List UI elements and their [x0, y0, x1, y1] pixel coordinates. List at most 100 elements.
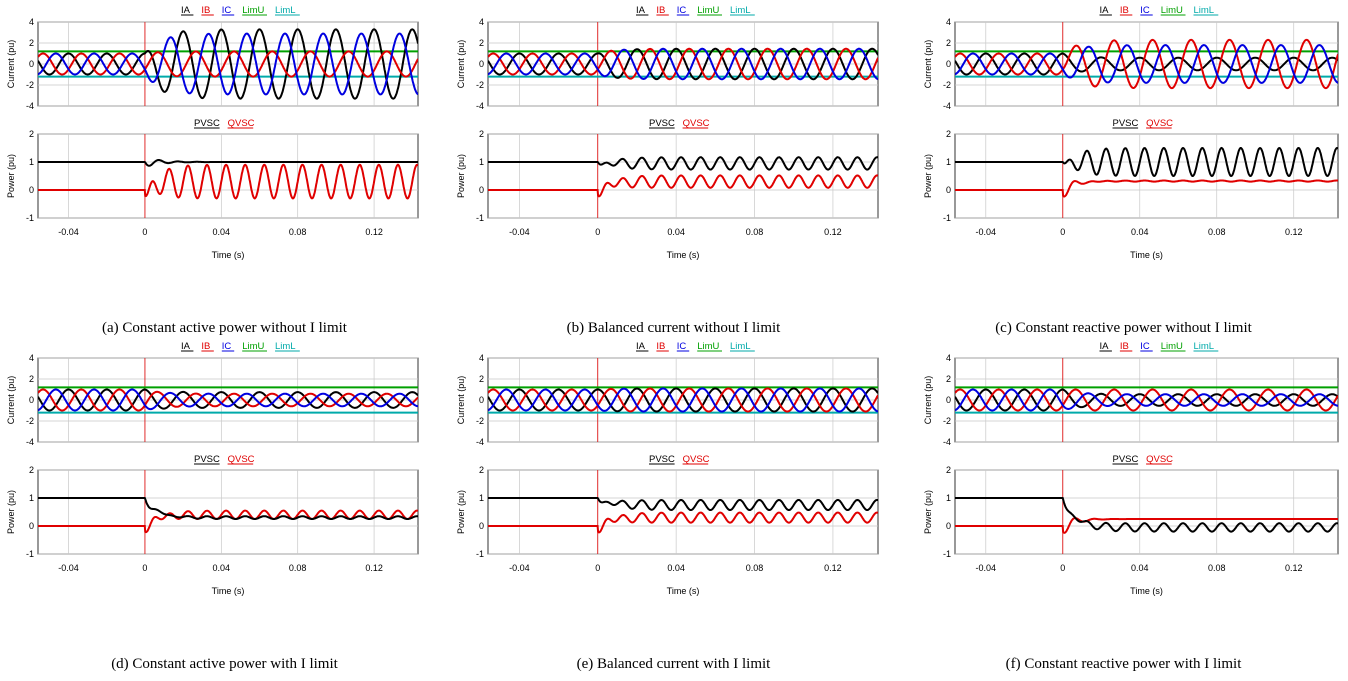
legend-label: IC — [1140, 5, 1150, 16]
current-plot-d: 4 2 0 -2 -4 Current (pu) IA IB IC LimU LimL — [6, 341, 419, 447]
x-tick-label: 0.04 — [1131, 563, 1149, 573]
legend-power: PVSC QVSC — [1112, 454, 1173, 465]
y-tick-label: -2 — [476, 416, 484, 426]
plot-area — [37, 133, 419, 219]
y-tick-label: 2 — [946, 374, 951, 384]
current-series — [488, 47, 878, 81]
y-tick-label: 0 — [29, 521, 34, 531]
series-IA — [38, 28, 418, 100]
series-IC — [38, 32, 418, 96]
y-tick-label: 2 — [29, 374, 34, 384]
x-tick-label: 0.04 — [667, 563, 685, 573]
y-axis-label: Power (pu) — [6, 490, 16, 534]
y-tick-label: -2 — [943, 416, 951, 426]
legend-item-PVSC: PVSC — [1112, 454, 1139, 465]
legend-item-LimL: LimL — [275, 5, 300, 16]
legend-label: LimU — [697, 5, 719, 16]
legend-label: PVSC — [649, 454, 675, 465]
y-tick-label: -2 — [26, 416, 34, 426]
y-tick-label: 4 — [946, 17, 951, 27]
y-axis-label: Power (pu) — [923, 490, 933, 534]
series-IC — [955, 44, 1338, 84]
legend-item-IC: IC — [221, 341, 235, 352]
legend-label: PVSC — [194, 118, 220, 129]
series-IC — [38, 388, 418, 412]
legend-label: IC — [222, 341, 232, 352]
current-plot-e: 4 2 0 -2 -4 Current (pu) IA IB IC LimU LimL — [456, 341, 879, 447]
x-tick-label: 0 — [1060, 563, 1065, 573]
legend-label: IA — [1100, 5, 1110, 16]
x-tick-label: 0 — [595, 227, 600, 237]
series-IB — [38, 50, 418, 78]
legend-item-IB: IB — [201, 341, 214, 352]
y-tick-label: 0 — [29, 395, 34, 405]
series-QVSC — [38, 509, 418, 534]
legend-label: IA — [636, 5, 646, 16]
y-tick-label: -2 — [26, 80, 34, 90]
y-tick-label: 2 — [946, 465, 951, 475]
y-tick-label: 4 — [479, 353, 484, 363]
y-axis-label: Power (pu) — [6, 154, 16, 198]
power-plot-e: 2 1 0 -1 Power (pu) PVSC QVSC — [456, 454, 879, 559]
legend-label: IA — [636, 341, 646, 352]
y-tick-label: 2 — [479, 38, 484, 48]
x-tick-label: 0.08 — [746, 563, 764, 573]
y-tick-label: 2 — [29, 38, 34, 48]
y-tick-label: 0 — [946, 185, 951, 195]
x-tick-label: 0.12 — [824, 563, 842, 573]
series-IB — [955, 388, 1338, 412]
y-tick-label: -1 — [26, 213, 34, 223]
legend-label: IA — [181, 341, 191, 352]
power-plot-a: 2 1 0 -1 Power (pu) PVSC QVSC — [6, 118, 419, 223]
x-tick-label: -0.04 — [509, 227, 530, 237]
current-series — [955, 386, 1338, 414]
legend-item-LimL: LimL — [1193, 5, 1219, 16]
panel-d: 4 2 0 -2 -4 Current (pu) IA IB IC LimU LimL 2 1 0 -1 Po… — [6, 341, 419, 596]
y-axis-label: Current (pu) — [6, 376, 16, 425]
x-tick-label: -0.04 — [58, 227, 79, 237]
power-plot-f: 2 1 0 -1 Power (pu) PVSC QVSC — [923, 454, 1339, 559]
power-plot-c: 2 1 0 -1 Power (pu) PVSC QVSC — [923, 118, 1339, 223]
legend-label: IC — [677, 5, 687, 16]
x-tick-label: -0.04 — [509, 563, 530, 573]
legend-item-PVSC: PVSC — [649, 118, 675, 129]
legend-item-LimU: LimU — [242, 341, 267, 352]
caption-f: (f) Constant reactive power with I limit — [1005, 656, 1242, 672]
legend-item-LimU: LimU — [697, 5, 722, 16]
legend-power: PVSC QVSC — [649, 454, 710, 465]
legend-item-LimL: LimL — [275, 341, 300, 352]
y-tick-label: 0 — [479, 185, 484, 195]
legend-item-IB: IB — [201, 5, 214, 16]
caption-a: (a) Constant active power without I limi… — [102, 320, 347, 336]
x-tick-label: 0 — [1060, 227, 1065, 237]
x-axis-label: Time (s) — [667, 586, 700, 596]
legend-current: IA IB IC LimU LimL — [636, 341, 755, 352]
y-tick-label: -4 — [476, 101, 484, 111]
series-IA — [955, 52, 1338, 76]
series-QVSC — [488, 511, 878, 534]
x-tick-label: 0 — [142, 563, 147, 573]
x-axis-label: Time (s) — [1130, 586, 1163, 596]
series-QVSC — [955, 517, 1338, 534]
legend-label: LimU — [242, 341, 264, 352]
legend-item-IA: IA — [181, 5, 194, 16]
x-tick-label: 0.08 — [1208, 227, 1226, 237]
series-IC — [488, 387, 878, 413]
y-tick-label: 0 — [479, 59, 484, 69]
legend-item-IC: IC — [221, 5, 235, 16]
legend-item-IA: IA — [636, 5, 649, 16]
legend-item-QVSC: QVSC — [227, 118, 255, 129]
x-tick-label: 0.04 — [667, 227, 685, 237]
legend-item-PVSC: PVSC — [649, 454, 675, 465]
legend-current: IA IB IC LimU LimL — [181, 341, 300, 352]
legend-item-IC: IC — [676, 341, 690, 352]
y-tick-label: 4 — [946, 353, 951, 363]
y-tick-label: 0 — [29, 185, 34, 195]
legend-item-IA: IA — [1099, 5, 1112, 16]
current-series — [38, 386, 418, 414]
series-QVSC — [488, 174, 878, 198]
caption-e: (e) Balanced current with I limit — [576, 656, 771, 672]
legend-item-IB: IB — [656, 5, 669, 16]
y-axis-label: Current (pu) — [923, 40, 933, 89]
